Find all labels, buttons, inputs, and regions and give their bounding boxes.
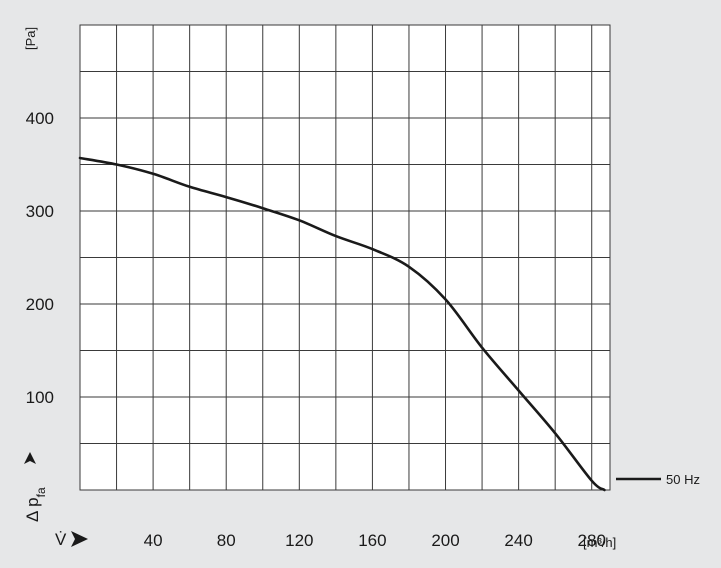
x-axis-label: V̇ xyxy=(55,530,67,549)
x-tick-label-40: 40 xyxy=(144,531,163,550)
y-tick-label-300: 300 xyxy=(26,202,54,221)
x-tick-label-120: 120 xyxy=(285,531,313,550)
y-axis-label: Δ pfa xyxy=(23,452,48,522)
y-tick-label-400: 400 xyxy=(26,109,54,128)
y-axis-arrow-icon xyxy=(24,452,36,464)
y-tick-labels: 100 200 300 400 xyxy=(26,109,54,407)
y-tick-label-200: 200 xyxy=(26,295,54,314)
x-tick-label-160: 160 xyxy=(358,531,386,550)
y-tick-label-100: 100 xyxy=(26,388,54,407)
x-tick-label-80: 80 xyxy=(217,531,236,550)
curve-50-hz xyxy=(78,156,606,492)
legend-label-50-hz: 50 Hz xyxy=(666,472,700,487)
x-tick-label-240: 240 xyxy=(504,531,532,550)
plot-frame xyxy=(79,24,611,491)
x-axis-arrow-icon xyxy=(71,531,88,547)
y-axis-subscript: fa xyxy=(34,487,48,497)
y-axis-symbol: Δ p xyxy=(23,497,42,522)
svg-text:Δ pfa: Δ pfa xyxy=(23,487,48,522)
x-tick-labels: 40 80 120 160 200 240 280 xyxy=(144,531,606,550)
x-tick-label-280: 280 xyxy=(578,531,606,550)
horizontal-gridlines xyxy=(80,71,610,444)
x-unit-label: [m³/h] xyxy=(583,535,616,550)
x-tick-label-200: 200 xyxy=(431,531,459,550)
y-unit-label: [Pa] xyxy=(23,27,38,50)
